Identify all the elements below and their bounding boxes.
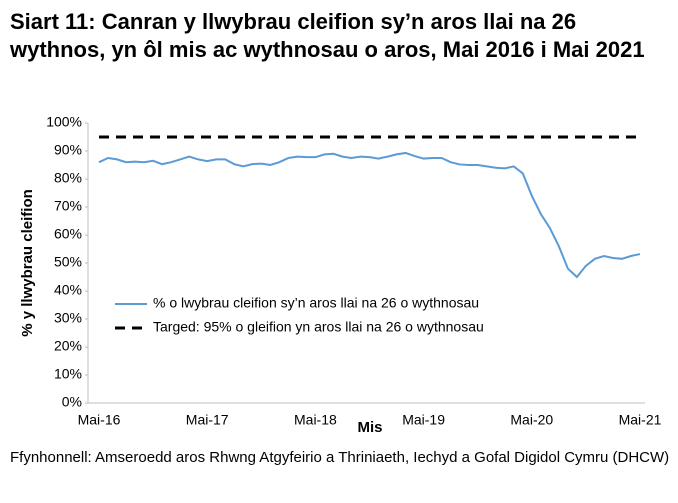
source-note: Ffynhonnell: Amseroedd aros Rhwng Atgyfe… xyxy=(10,449,670,466)
y-tick-label: 70% xyxy=(54,198,82,214)
y-tick-label: 30% xyxy=(54,310,82,326)
y-tick-label: 80% xyxy=(54,170,82,186)
legend-label: Targed: 95% o gleifion yn aros llai na 2… xyxy=(153,319,484,335)
y-tick-label: 50% xyxy=(54,254,82,270)
chart-title: Siart 11: Canran y llwybrau cleifion sy’… xyxy=(10,9,645,62)
y-tick-label: 10% xyxy=(54,366,82,382)
data-line xyxy=(98,151,641,279)
legend-label: % o lwybrau cleifion sy’n aros llai na 2… xyxy=(153,295,479,311)
x-axis-label: Mis xyxy=(357,419,382,436)
x-tick-label: Mai-20 xyxy=(510,412,553,428)
y-tick-label: 90% xyxy=(54,142,82,158)
x-tick-label: Mai-18 xyxy=(294,412,337,428)
y-tick-label: 100% xyxy=(46,114,82,130)
y-tick-label: 0% xyxy=(62,394,82,410)
x-tick-label: Mai-16 xyxy=(78,412,121,428)
y-tick-label: 60% xyxy=(54,226,82,242)
x-tick-label: Mai-21 xyxy=(619,412,662,428)
x-tick-label: Mai-19 xyxy=(402,412,445,428)
x-tick-label: Mai-17 xyxy=(186,412,229,428)
y-axis-label: % y llwybrau cleifion xyxy=(19,189,36,337)
y-tick-label: 40% xyxy=(54,282,82,298)
y-tick-label: 20% xyxy=(54,338,82,354)
